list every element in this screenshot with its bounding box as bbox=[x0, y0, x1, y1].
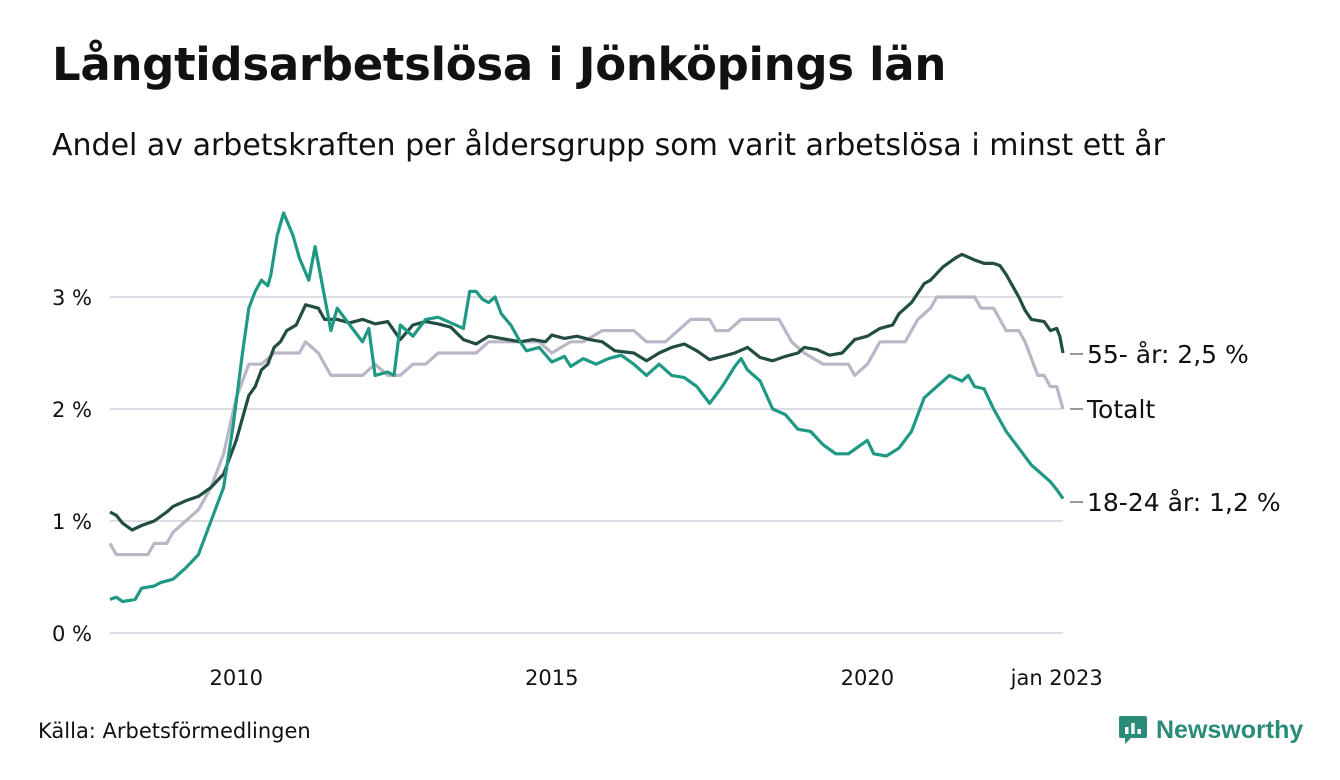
series-end-label: Totalt bbox=[1086, 395, 1155, 424]
series-line-0 bbox=[108, 295, 1065, 557]
y-tick-label: 2 % bbox=[52, 398, 92, 422]
grid-lines bbox=[110, 296, 1063, 634]
x-tick-label: jan 2023 bbox=[1010, 666, 1103, 690]
series-end-label: 55- år: 2,5 % bbox=[1087, 340, 1249, 369]
x-tick-label: 2015 bbox=[525, 666, 578, 690]
y-tick-label: 0 % bbox=[52, 622, 92, 646]
source-note: Källa: Arbetsförmedlingen bbox=[38, 719, 311, 743]
x-tick-label: 2010 bbox=[209, 666, 262, 690]
line-chart: 0 % 1 % 2 % 3 % 2010 2015 2020 jan 2023 Totalt… bbox=[52, 211, 1281, 690]
series-end-labels: Totalt 55- år: 2,5 % 18-24 år: 1,2 % bbox=[1070, 340, 1281, 517]
series-lines bbox=[108, 211, 1065, 604]
chart-subtitle: Andel av arbetskraften per åldersgrupp s… bbox=[52, 128, 1165, 163]
chart-title: Långtidsarbetslösa i Jönköpings län bbox=[52, 38, 947, 91]
brand-logo[interactable]: Newsworthy bbox=[1118, 714, 1303, 746]
x-axis-ticks: 2010 2015 2020 jan 2023 bbox=[209, 666, 1102, 690]
y-axis-ticks: 0 % 1 % 2 % 3 % bbox=[52, 286, 92, 646]
series-line-2 bbox=[109, 211, 1065, 604]
newsworthy-logo-icon bbox=[1119, 716, 1147, 744]
x-tick-label: 2020 bbox=[841, 666, 894, 690]
y-tick-label: 1 % bbox=[52, 510, 92, 534]
series-line-1 bbox=[109, 252, 1065, 532]
y-tick-label: 3 % bbox=[52, 286, 92, 310]
brand-name: Newsworthy bbox=[1156, 715, 1304, 744]
series-end-label: 18-24 år: 1,2 % bbox=[1087, 488, 1281, 517]
